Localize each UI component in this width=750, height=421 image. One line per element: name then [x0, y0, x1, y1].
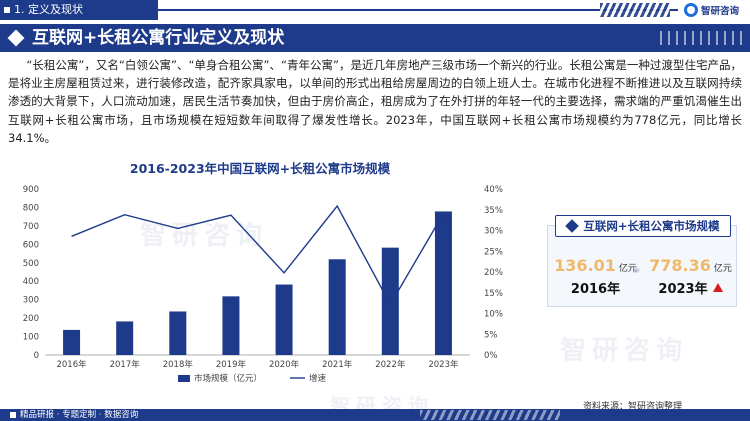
y-left-tick-label: 100: [23, 333, 39, 343]
x-tick-label: 2017年: [110, 359, 141, 370]
y-right-tick-label: 20%: [484, 268, 503, 278]
section-tab-label: 1. 定义及现状: [14, 3, 83, 16]
growth-line: [71, 204, 445, 306]
y-axis-left: 0 100 200 300 400 500 600 700 800 900: [23, 185, 39, 361]
y-left-tick-label: 600: [23, 240, 39, 250]
legend-bar-swatch: [178, 375, 190, 382]
x-axis: 2016年 2017年 2018年 2019年 2020年 2021年 2022年 2023年: [56, 359, 459, 370]
chevron-right-icon: ›››: [632, 263, 640, 277]
y-right-tick-label: 5%: [484, 330, 498, 340]
x-tick-label: 2021年: [322, 359, 353, 370]
legend-line-label: 增速: [309, 373, 327, 384]
y-left-tick-label: 700: [23, 222, 39, 232]
y-right-tick-label: 10%: [484, 310, 503, 320]
brand-name: 智研咨询: [701, 6, 740, 17]
y-right-tick-label: 0%: [484, 351, 498, 361]
stat-start-year: 2016年: [570, 282, 621, 297]
y-right-tick-label: 35%: [484, 206, 503, 216]
y-left-tick-label: 800: [23, 203, 39, 213]
chart-title: 2016-2023年中国互联网+长租公寓市场规模: [129, 161, 391, 176]
stat-start: 136.01 亿元 2016年: [548, 256, 643, 297]
decorative-stripes: [600, 3, 670, 17]
y-left-tick-label: 500: [23, 259, 39, 269]
legend: 市场规模（亿元） 增速: [178, 373, 327, 384]
y-right-tick-label: 40%: [484, 185, 503, 195]
stat-end-unit: 亿元: [713, 264, 732, 274]
bar: [116, 321, 134, 355]
x-tick-label: 2020年: [269, 359, 300, 370]
bar: [222, 296, 240, 355]
legend-bar-label: 市场规模（亿元）: [194, 373, 262, 384]
line-series: [71, 204, 445, 306]
source-note: 资料来源：智研咨询整理: [583, 402, 683, 412]
y-left-tick-label: 200: [23, 314, 39, 324]
y-axis-right: 0% 5% 10% 15% 20% 25% 30% 35% 40%: [484, 185, 503, 361]
y-left-tick-label: 300: [23, 296, 39, 306]
top-bar: 1. 定义及现状 智研咨询: [0, 0, 750, 20]
x-tick-label: 2016年: [56, 359, 87, 370]
diamond-icon: [7, 29, 25, 47]
footer-tagline: 精品研报 · 专题定制 · 数据咨询: [20, 410, 139, 420]
y-right-tick-label: 30%: [484, 227, 503, 237]
section-divider: [158, 9, 678, 11]
y-left-tick-label: 400: [23, 277, 39, 287]
bottom-bar: 精品研报 · 专题定制 · 数据咨询: [0, 409, 750, 421]
market-size-chart: 0 100 200 300 400 500 600 700 800 900 0% 5% 10% 15% 2…: [23, 185, 503, 384]
x-tick-label: 2022年: [375, 359, 406, 370]
bar: [381, 247, 399, 355]
watermark: 智研咨询: [330, 394, 434, 418]
bar: [169, 311, 187, 355]
bar: [63, 329, 81, 355]
y-left-tick-label: 0: [34, 351, 39, 361]
watermark: 智研咨询: [560, 336, 689, 366]
square-icon: [4, 7, 10, 13]
y-right-tick-label: 25%: [484, 247, 503, 257]
stat-end-year: 2023年: [658, 282, 708, 297]
y-right-tick-label: 15%: [484, 289, 503, 299]
watermark: 智研咨询: [140, 221, 269, 251]
y-left-tick-label: 900: [23, 185, 39, 195]
intro-paragraph: “长租公寓”，又名“白领公寓”、“单身合租公寓”、“青年公寓”，是近几年房地产三…: [8, 58, 742, 145]
decorative-stripes: [420, 410, 560, 420]
section-tab[interactable]: 1. 定义及现状: [0, 0, 158, 20]
page-title: 互联网+长租公寓行业定义及现状: [32, 28, 285, 48]
stat-start-unit: 亿元: [618, 264, 637, 274]
decorative-arrows: [660, 31, 744, 45]
bar: [434, 211, 452, 355]
x-tick-label: 2019年: [216, 359, 247, 370]
cube-icon: [565, 219, 580, 233]
panel-header: 互联网+长租公寓市场规模: [548, 213, 738, 239]
stat-end: 778.36 亿元 2023年: [643, 256, 738, 297]
brand: 智研咨询: [684, 2, 739, 18]
stat-start-value: 136.01: [554, 256, 616, 275]
square-icon: [10, 411, 16, 418]
brand-logo-icon: [684, 3, 698, 17]
bar: [328, 259, 346, 355]
up-arrow-icon: [712, 283, 723, 292]
bar: [275, 284, 293, 355]
summary-panel: 互联网+长租公寓市场规模 136.01 亿元 2016年 ››› 778.36 亿元…: [547, 215, 738, 307]
title-bar: 互联网+长租公寓行业定义及现状: [0, 24, 750, 52]
x-tick-label: 2023年: [428, 359, 459, 370]
bar-series: [63, 211, 452, 355]
x-tick-label: 2018年: [163, 359, 194, 370]
stat-end-value: 778.36: [649, 256, 711, 275]
panel-title: 互联网+长租公寓市场规模: [583, 219, 720, 233]
